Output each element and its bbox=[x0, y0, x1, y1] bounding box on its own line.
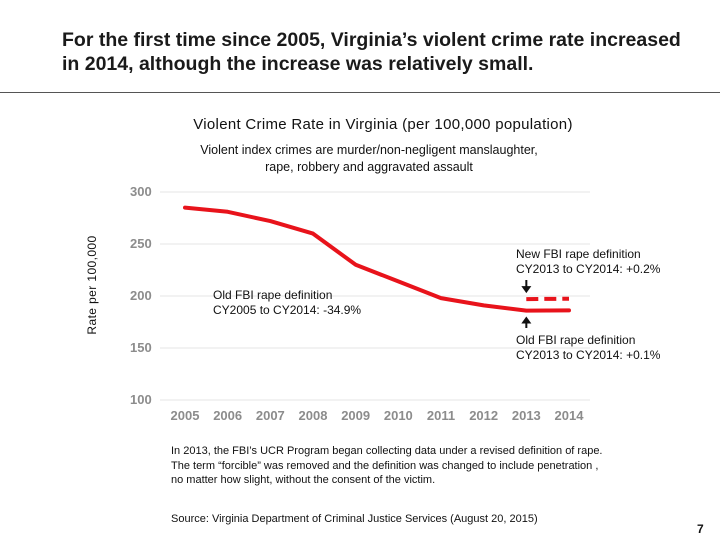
chart-subtitle: Violent index crimes are murder/non-negl… bbox=[0, 142, 720, 176]
series-line-old-definition bbox=[183, 205, 571, 313]
footnote-text: In 2013, the FBI’s UCR Program began col… bbox=[171, 445, 603, 486]
y-tick-label-100: 100 bbox=[130, 392, 152, 407]
x-tick-label-2008: 2008 bbox=[299, 408, 328, 423]
slide-title: For the first time since 2005, Virginia’… bbox=[62, 29, 681, 75]
page-number: 7 bbox=[697, 522, 704, 536]
x-tick-label-2005: 2005 bbox=[171, 408, 200, 423]
x-tick-label-2006: 2006 bbox=[213, 408, 242, 423]
annotation-new-definition-line-2: CY2013 to CY2014: +0.2% bbox=[516, 262, 661, 276]
annotation-old-definition-2005-2014: Old FBI rape definition CY2005 to CY2014… bbox=[213, 288, 361, 318]
annotation-old-definition-2013-2014-line-2: CY2013 to CY2014: +0.1% bbox=[516, 348, 661, 362]
y-tick-label-300: 300 bbox=[130, 184, 152, 199]
arrow-old-definition-head bbox=[521, 316, 532, 324]
chart-subtitle-line-2: rape, robbery and aggravated assault bbox=[265, 160, 473, 174]
annotation-old-definition-2005-2014-line-1: Old FBI rape definition bbox=[213, 288, 333, 302]
arrow-new-definition-head bbox=[521, 286, 532, 294]
annotation-old-definition-2005-2014-line-2: CY2005 to CY2014: -34.9% bbox=[213, 303, 362, 317]
y-tick-label-200: 200 bbox=[130, 288, 152, 303]
annotation-new-definition-line-1: New FBI rape definition bbox=[516, 247, 641, 261]
annotation-old-definition-2013-2014: Old FBI rape definition CY2013 to CY2014… bbox=[516, 333, 660, 363]
x-tick-label-2009: 2009 bbox=[341, 408, 370, 423]
chart-title: Violent Crime Rate in Virginia (per 100,… bbox=[193, 116, 573, 133]
source-citation: Source: Virginia Department of Criminal … bbox=[171, 513, 538, 525]
annotation-old-definition-2013-2014-line-1: Old FBI rape definition bbox=[516, 333, 636, 347]
x-tick-label-2012: 2012 bbox=[469, 408, 498, 423]
x-tick-label-2011: 2011 bbox=[427, 408, 455, 423]
x-tick-label-2007: 2007 bbox=[256, 408, 285, 423]
annotation-new-definition: New FBI rape definition CY2013 to CY2014… bbox=[516, 247, 660, 277]
chart-subtitle-line-1: Violent index crimes are murder/non-negl… bbox=[200, 143, 538, 157]
x-tick-label-2014: 2014 bbox=[555, 408, 585, 423]
title-divider bbox=[0, 92, 720, 93]
y-tick-label-150: 150 bbox=[130, 340, 152, 355]
x-tick-label-2013: 2013 bbox=[512, 408, 541, 423]
x-tick-label-2010: 2010 bbox=[384, 408, 413, 423]
y-tick-label-250: 250 bbox=[130, 236, 152, 251]
